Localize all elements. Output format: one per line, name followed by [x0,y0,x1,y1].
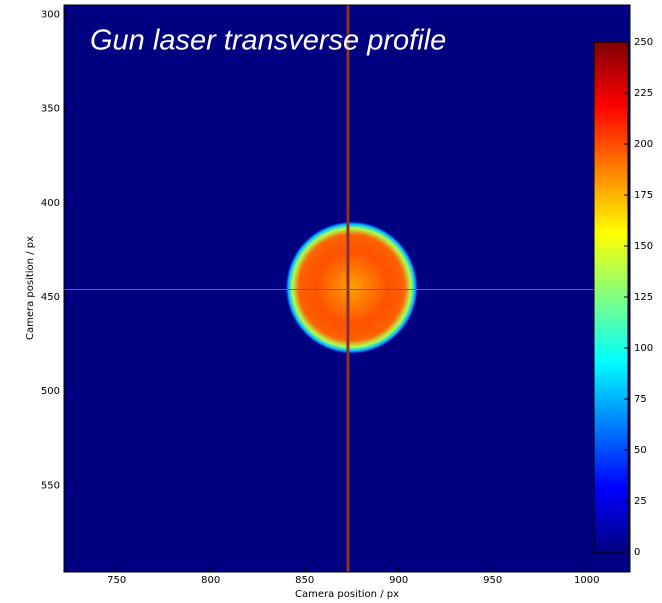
y-tick-label: 450 [41,292,60,303]
colorbar-tick-label: 200 [634,139,653,150]
x-tick-label: 1000 [574,575,599,586]
colorbar-tick-label: 150 [634,241,653,252]
x-tick-label: 800 [201,575,220,586]
colorbar-tick-label: 0 [634,547,640,558]
colorbar-tick-label: 250 [634,37,653,48]
x-tick-label: 850 [295,575,314,586]
y-tick-label: 500 [41,386,60,397]
colorbar-tick-label: 100 [634,343,653,354]
y-tick-label: 300 [41,9,60,20]
colorbar-tick-label: 175 [634,190,653,201]
x-tick-label: 750 [107,575,126,586]
x-tick-label: 900 [389,575,408,586]
colorbar [594,42,628,552]
y-tick-label: 350 [41,104,60,115]
chart: Camera position / px Camera position / p… [0,0,662,603]
laser-spot [286,222,418,354]
colorbar-tick-label: 225 [634,88,653,99]
colorbar-tick-label: 25 [634,496,647,507]
x-axis-label: Camera position / px [295,589,399,600]
y-tick-label: 400 [41,198,60,209]
colorbar-tick-label: 50 [634,445,647,456]
y-tick-label: 550 [41,480,60,491]
colorbar-tick-label: 125 [634,292,653,303]
chart-title: Gun laser transverse profile [90,25,446,57]
colorbar-tick-label: 75 [634,394,647,405]
y-axis-label: Camera position / px [25,236,36,340]
x-tick-label: 950 [483,575,502,586]
